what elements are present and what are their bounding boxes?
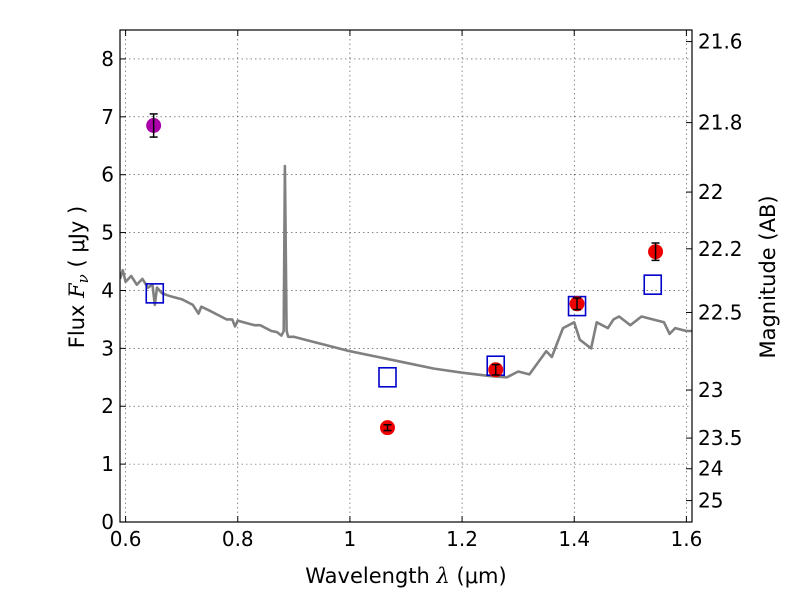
y-tick-label: 5 (101, 221, 114, 245)
x-tick-label: 0.8 (222, 527, 254, 551)
y2-tick-label: 22 (698, 180, 723, 204)
model-photometry-point (643, 274, 663, 295)
y-tick-label: 8 (101, 47, 114, 71)
y2-tick-label: 22.5 (698, 300, 743, 324)
y2-tick-label: 21.8 (698, 111, 743, 135)
y2-tick-label: 23 (698, 378, 723, 402)
y2-tick-label: 21.6 (698, 30, 743, 54)
plot-area (120, 113, 692, 436)
right-axis-label: Magnitude (AB) (756, 195, 780, 358)
x-tick-label: 0.6 (110, 527, 142, 551)
y-axis-label: Flux Fν ( μJy ) (65, 206, 92, 348)
y-tick-label: 7 (101, 105, 114, 129)
grid (120, 30, 692, 523)
model-photometry-point (378, 366, 397, 388)
y-tick-label: 4 (101, 278, 114, 302)
y-tick-label: 2 (101, 394, 114, 418)
y-tick-label: 3 (101, 336, 114, 360)
x-tick-label: 1.2 (446, 527, 478, 551)
y2-tick-label: 25 (698, 489, 723, 513)
y-tick-label: 1 (101, 452, 114, 476)
y-tick-label: 0 (101, 510, 114, 534)
x-tick-label: 1.6 (670, 527, 702, 551)
x-tick-label: 1.4 (558, 527, 590, 551)
plot-frame (119, 29, 693, 523)
model-sed-line (120, 164, 692, 379)
axis-ticks: 0.6 0.8 1 1.2 1.4 1.601234567821.621.82222.22… (101, 30, 742, 551)
y-tick-label: 6 (101, 163, 114, 187)
x-axis-label: Wavelength λ (μm) (305, 564, 506, 588)
y2-tick-label: 24 (698, 457, 723, 481)
y2-tick-label: 23.5 (698, 426, 743, 450)
model-photometry-point (145, 283, 165, 304)
y2-tick-label: 22.2 (698, 237, 743, 261)
x-tick-label: 1 (344, 527, 357, 551)
